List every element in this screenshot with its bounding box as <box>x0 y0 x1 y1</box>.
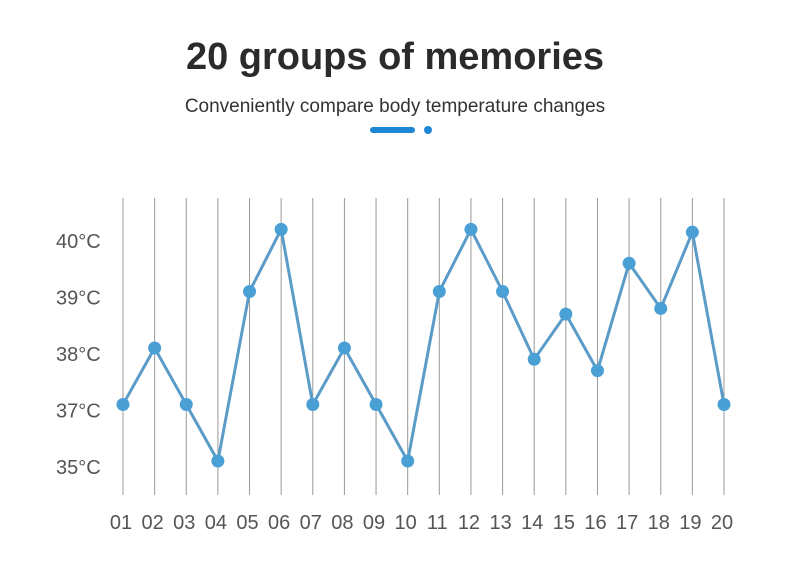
x-tick-label: 07 <box>300 512 322 534</box>
accent-dot <box>424 126 432 134</box>
x-tick-label: 19 <box>679 512 701 534</box>
y-tick-label: 40°C <box>56 231 101 253</box>
x-tick-label: 09 <box>363 512 385 534</box>
x-tick-label: 12 <box>458 512 480 534</box>
data-point <box>654 301 668 315</box>
data-point <box>622 256 636 270</box>
data-point <box>527 352 541 366</box>
data-point <box>148 341 162 355</box>
data-point <box>337 341 351 355</box>
y-tick-label: 39°C <box>56 288 101 310</box>
series-line <box>121 227 726 463</box>
y-tick-label: 38°C <box>56 344 101 366</box>
x-tick-label: 02 <box>142 512 164 534</box>
data-point <box>306 398 320 411</box>
y-tick-label: 37°C <box>56 401 101 423</box>
accent-bar <box>370 127 415 133</box>
x-tick-label: 03 <box>173 512 195 534</box>
data-point <box>559 307 573 321</box>
x-tick-label: 05 <box>236 512 258 534</box>
data-point <box>274 222 288 236</box>
page-subtitle: Conveniently compare body temperature ch… <box>184 96 606 117</box>
data-point <box>590 364 604 378</box>
x-tick-label: 13 <box>489 512 511 534</box>
x-tick-label: 08 <box>331 512 353 534</box>
x-tick-label: 01 <box>110 512 132 534</box>
data-point <box>401 454 415 468</box>
x-tick-label: 17 <box>616 512 638 534</box>
data-point <box>369 398 383 411</box>
page-title: 20 groups of memories <box>185 36 605 78</box>
data-point <box>432 285 446 298</box>
x-tick-label: 06 <box>268 512 290 534</box>
data-point <box>116 398 130 411</box>
data-point <box>496 285 510 298</box>
data-point <box>243 285 257 298</box>
x-tick-label: 16 <box>584 512 606 534</box>
x-tick-label: 11 <box>427 512 448 534</box>
data-point <box>685 225 699 239</box>
x-tick-label: 10 <box>395 512 417 534</box>
data-point <box>211 454 225 468</box>
x-tick-label: 04 <box>205 512 227 534</box>
x-tick-label: 14 <box>521 512 543 534</box>
x-tick-label: 20 <box>711 512 733 534</box>
data-point <box>179 398 193 411</box>
x-tick-label: 15 <box>553 512 575 534</box>
data-point <box>464 222 478 236</box>
data-point <box>717 398 731 411</box>
y-tick-label: 35°C <box>56 457 101 479</box>
x-tick-label: 18 <box>648 512 670 534</box>
